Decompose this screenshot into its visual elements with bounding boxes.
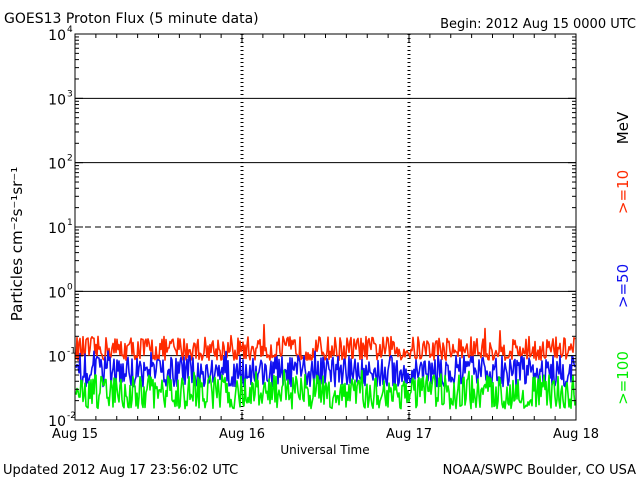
x-tick-label: Aug 18 [553,427,599,442]
legend: MeV >=10 >=50 >=100 [614,111,632,405]
y-tick-label: 10 [48,285,66,301]
legend-entry: >=100 [614,351,632,405]
legend-unit: MeV [614,111,632,144]
y-tick-exponent: 3 [67,89,73,99]
begin-time: Begin: 2012 Aug 15 0000 UTC [440,17,636,32]
y-tick-exponent: 1 [67,218,73,228]
series-line-3 [75,369,576,410]
y-tick-label: 10 [48,157,66,173]
y-tick-label: 10 [48,28,66,44]
x-tick-label: Aug 15 [52,427,98,442]
y-tick-exponent: -1 [67,347,76,357]
x-tick-label: Aug 16 [219,427,265,442]
x-axis-label: Universal Time [280,443,369,457]
y-axis-label: Particles cm⁻²s⁻¹sr⁻¹ [8,167,26,321]
y-tick-label: 10 [48,350,66,366]
y-tick-label: 10 [48,414,66,430]
y-tick-exponent: -2 [67,411,76,421]
y-tick-exponent: 0 [67,282,73,292]
series-line-1 [75,323,576,362]
y-tick-exponent: 2 [67,154,73,164]
updated-timestamp: Updated 2012 Aug 17 23:56:02 UTC [3,463,238,478]
y-tick-label: 10 [48,92,66,108]
legend-entry: >=10 [614,170,632,214]
credit-text: NOAA/SWPC Boulder, CO USA [443,463,636,478]
series-layer [75,323,576,410]
legend-entry: >=50 [614,264,632,308]
chart-title: GOES13 Proton Flux (5 minute data) [4,11,259,27]
y-tick-exponent: 4 [67,25,73,35]
y-tick-label: 10 [48,221,66,237]
x-tick-label: Aug 17 [386,427,432,442]
